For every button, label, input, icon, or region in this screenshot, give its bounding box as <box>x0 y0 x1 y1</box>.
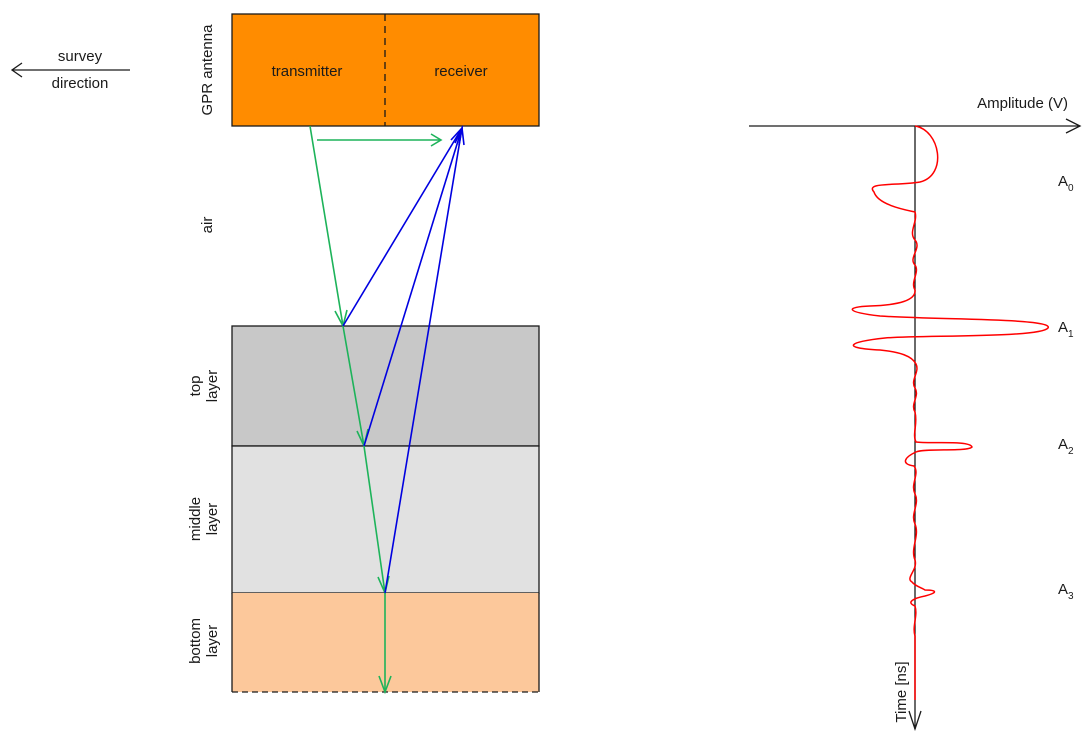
peak-label-a0: A0 <box>1058 173 1074 194</box>
peak-label-a1: A1 <box>1058 319 1074 340</box>
transmitted-rays <box>309 125 443 695</box>
amplitude-axis-arrowhead <box>1065 118 1082 134</box>
amplitude-axis-label: Amplitude (V) <box>977 95 1068 112</box>
bottom-layer-label-line1: bottom <box>187 618 204 664</box>
middle-layer <box>231 445 540 594</box>
top-layer-label-line1: top <box>187 376 204 397</box>
gpr-antenna-label: GPR antenna <box>199 24 216 116</box>
time-axis-arrowhead <box>908 710 922 731</box>
direct-wave-arrowhead <box>430 133 443 147</box>
top-layer-label-line2: layer <box>204 370 221 403</box>
survey-label-line2: direction <box>52 75 109 92</box>
air-transmit-ray <box>309 125 344 327</box>
reflection-bottom-ray <box>384 127 463 594</box>
receiver-arrowhead-b <box>454 125 465 146</box>
peak-label-a2: A2 <box>1058 436 1074 457</box>
middle-layer-label-line2: layer <box>204 503 221 536</box>
survey-arrow-head <box>10 62 23 78</box>
bottom-layer-label-line2: layer <box>204 625 221 658</box>
air-label: air <box>199 217 216 234</box>
peak-label-a3: A3 <box>1058 581 1074 602</box>
survey-direction: survey direction <box>10 48 130 92</box>
transmitter-label: transmitter <box>272 63 343 80</box>
reflection-top-ray <box>342 127 463 327</box>
amplitude-trace <box>851 125 1049 700</box>
top-layer <box>231 325 540 447</box>
time-axis-label: Time [ns] <box>893 661 910 722</box>
bottom-layer-transmit-arrowhead <box>378 675 392 695</box>
survey-label-line1: survey <box>58 48 103 65</box>
peak-labels: A0 A1 A2 A3 <box>1058 173 1074 602</box>
reflection-middle-ray <box>363 127 463 447</box>
receiver-label: receiver <box>434 63 487 80</box>
top-layer-transmit-ray <box>342 325 365 447</box>
reflected-rays <box>342 125 465 594</box>
middle-layer-transmit-ray <box>363 445 386 594</box>
middle-layer-label-line1: middle <box>187 497 204 541</box>
